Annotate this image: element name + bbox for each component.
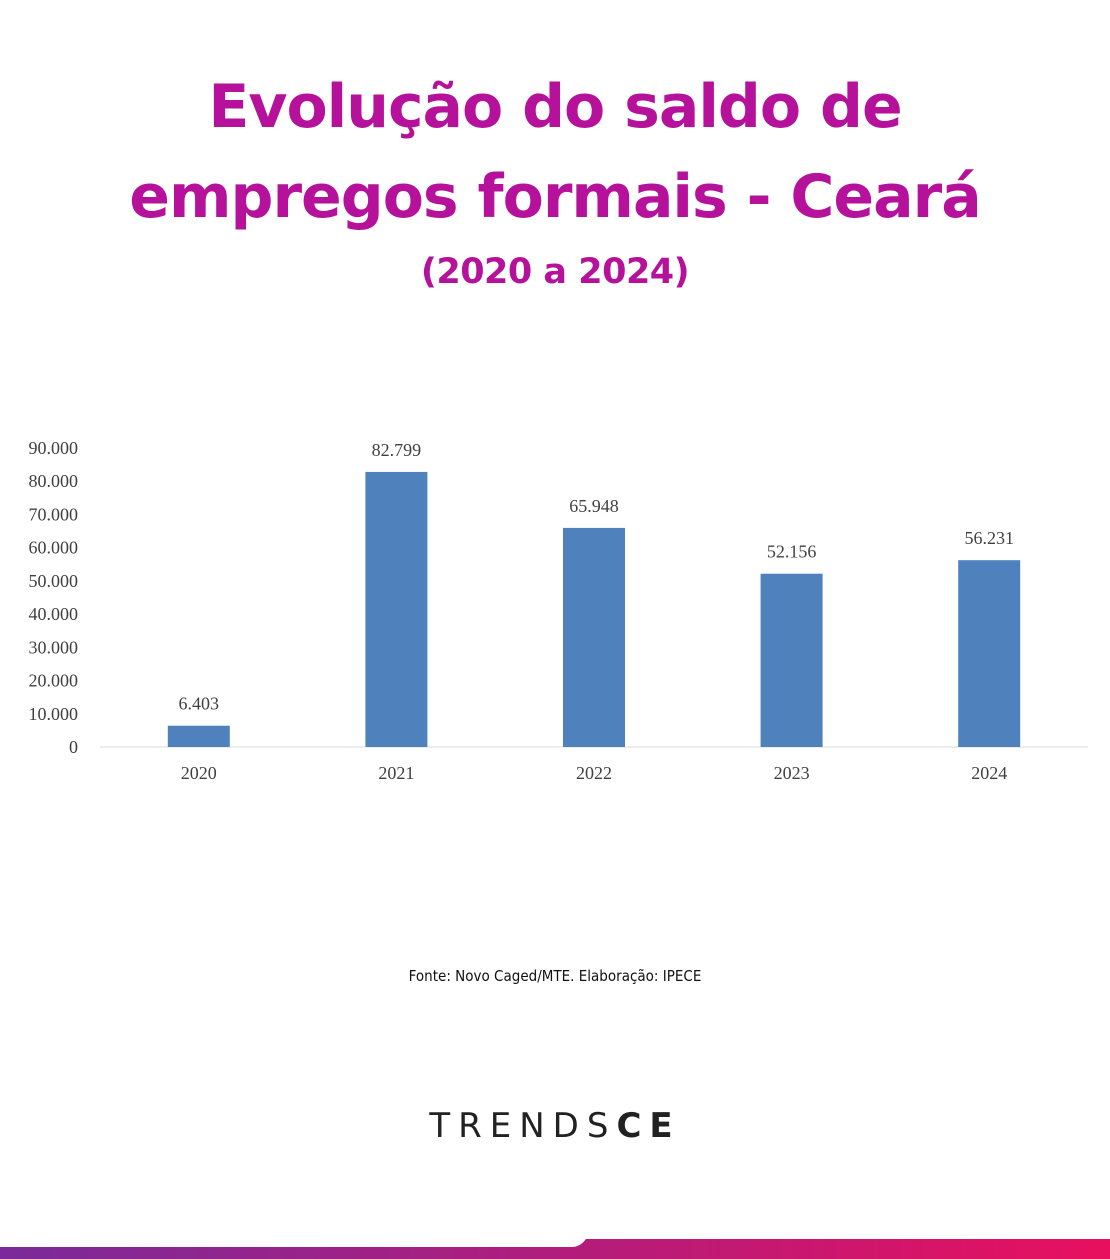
page-subtitle: (2020 a 2024)	[420, 252, 690, 292]
bar	[365, 471, 428, 747]
data-label: 82.799	[372, 440, 422, 460]
y-tick-label: 40.000	[29, 604, 79, 624]
y-tick-label: 90.000	[29, 438, 79, 458]
brand-logo-bold: CE	[616, 1106, 681, 1146]
data-label: 52.156	[767, 542, 817, 562]
y-tick-label: 60.000	[29, 538, 79, 558]
y-tick-label: 20.000	[29, 671, 79, 691]
bottom-gradient-bar	[0, 1239, 1110, 1259]
y-tick-label: 30.000	[29, 637, 79, 657]
y-tick-label: 0	[69, 737, 78, 757]
brand-logo-light: TRENDS	[429, 1106, 617, 1146]
page-title-line1: Evolução do saldo de	[208, 72, 902, 142]
y-tick-label: 80.000	[29, 471, 79, 491]
bar	[563, 527, 625, 747]
data-label: 65.948	[569, 496, 619, 516]
page-title-line2: empregos formais - Ceará	[129, 162, 981, 232]
x-tick-label: 2021	[378, 763, 414, 783]
y-tick-label: 70.000	[29, 504, 79, 524]
brand-logo: TRENDSCE	[0, 1106, 1110, 1146]
y-tick-label: 10.000	[29, 704, 79, 724]
bar	[167, 725, 230, 747]
data-label: 56.231	[964, 528, 1014, 548]
y-tick-label: 50.000	[29, 571, 79, 591]
bar-chart: 0 10.000 20.000 30.000 40.000 50.000 60.000 70.…	[29, 438, 1088, 783]
bar	[760, 573, 823, 747]
x-tick-label: 2023	[774, 763, 810, 783]
bottom-gradient-shape	[0, 1239, 1110, 1259]
x-tick-label: 2022	[576, 763, 612, 783]
data-label: 6.403	[179, 694, 220, 714]
x-tick-label: 2020	[181, 763, 217, 783]
bar	[958, 560, 1021, 747]
x-tick-label: 2024	[971, 763, 1007, 783]
source-note: Fonte: Novo Caged/MTE. Elaboração: IPECE	[408, 967, 702, 985]
